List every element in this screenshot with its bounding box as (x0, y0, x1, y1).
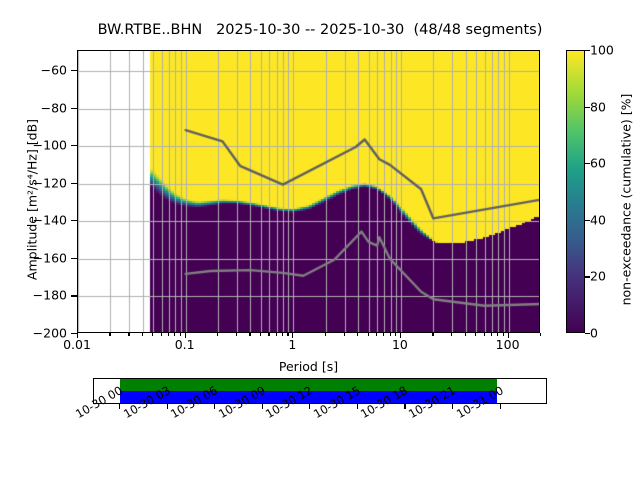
colorbar-tick-label: 0 (590, 325, 598, 341)
x-tick-mark-minor (141, 333, 143, 336)
y-tick-mark (71, 69, 77, 72)
x-tick-mark-minor (432, 333, 434, 336)
x-tick-mark-minor (502, 333, 504, 336)
ppsd-plot-area[interactable] (77, 50, 540, 333)
x-tick-mark-minor (464, 333, 466, 336)
y-tick-label: −100 (32, 137, 67, 153)
y-tick-label: −160 (32, 250, 67, 266)
colorbar-tick-mark (585, 276, 590, 278)
x-tick-mark-minor (179, 333, 181, 336)
x-tick-mark-minor (497, 333, 499, 336)
x-tick-mark-minor (451, 333, 453, 336)
x-tick-mark-minor (128, 333, 130, 336)
colorbar-tick-mark (585, 50, 590, 52)
x-tick-mark-minor (109, 333, 111, 336)
colorbar-tick-label: 20 (590, 268, 606, 284)
y-tick-label: −200 (32, 325, 67, 341)
x-tick-mark (77, 333, 79, 338)
colorbar-tick-mark (585, 219, 590, 221)
y-tick-label: −120 (32, 175, 67, 191)
x-tick-mark (184, 333, 186, 338)
x-tick-mark-minor (540, 333, 542, 336)
x-tick-mark-minor (483, 333, 485, 336)
x-tick-mark-minor (357, 333, 359, 336)
x-tick-mark-minor (259, 333, 262, 336)
y-tick-mark (71, 220, 77, 222)
colorbar-tick-label: 80 (590, 99, 606, 115)
y-tick-mark (71, 295, 77, 297)
x-tick-mark-minor (174, 333, 176, 336)
x-tick-mark-minor (475, 333, 477, 336)
x-tick-label: 0.01 (63, 337, 91, 352)
page-title: BW.RTBE..BHN 2025-10-30 -- 2025-10-30 (4… (97, 22, 543, 38)
x-tick-mark-minor (249, 333, 251, 336)
timeline-tick-mark (166, 404, 168, 409)
colorbar-tick-label: 60 (590, 155, 606, 171)
x-tick-mark-minor (167, 333, 170, 336)
x-tick-mark-minor (389, 333, 391, 336)
timeline-tick-mark (404, 404, 406, 409)
y-tick-label: −140 (32, 212, 67, 228)
data-coverage-blue (120, 391, 498, 403)
x-tick-mark-minor (395, 333, 397, 336)
x-tick-mark-minor (268, 333, 270, 336)
x-tick-mark-minor (324, 333, 326, 336)
colorbar-label: non-exceedance (cumulative) [%] (618, 93, 634, 306)
x-tick-mark-minor (275, 333, 277, 336)
timeline-tick-mark (452, 404, 454, 409)
colorbar-tick-label: 100 (590, 42, 614, 58)
timeline-tick-mark (214, 404, 216, 409)
y-tick-label: −180 (32, 287, 67, 303)
y-tick-mark (71, 107, 77, 109)
timeline-tick-mark (261, 404, 263, 409)
x-axis-label: Period [s] (278, 359, 339, 374)
timeline-tick-mark (309, 404, 311, 409)
y-tick-mark (71, 333, 77, 335)
data-coverage-timeline[interactable] (93, 378, 547, 404)
x-tick-mark-minor (490, 333, 493, 336)
x-tick-mark-minor (383, 333, 385, 336)
x-tick-label: 1 (288, 337, 297, 352)
x-tick-label: 100 (495, 337, 520, 352)
colorbar-tick-mark (585, 106, 590, 108)
ppsd-heatmap-canvas (78, 51, 539, 332)
x-tick-mark-minor (160, 333, 162, 336)
x-tick-mark-minor (281, 333, 284, 336)
timeline-tick-mark (356, 404, 359, 409)
colorbar[interactable] (566, 50, 585, 333)
y-tick-mark (71, 145, 77, 147)
data-coverage-green (120, 379, 498, 391)
x-tick-mark-minor (236, 333, 238, 336)
x-tick-mark (292, 333, 294, 338)
colorbar-tick-mark (585, 163, 590, 165)
x-tick-mark-minor (367, 333, 369, 336)
x-tick-mark (399, 333, 402, 338)
y-tick-label: −60 (40, 62, 67, 78)
x-tick-mark-minor (343, 333, 345, 336)
x-tick-mark-minor (217, 333, 219, 336)
x-tick-mark (507, 333, 509, 338)
y-tick-mark (71, 182, 77, 184)
y-tick-label: −80 (40, 100, 67, 115)
timeline-tick-mark (499, 404, 501, 409)
timeline-tick-mark (119, 404, 121, 409)
x-tick-label: 0.1 (174, 337, 195, 352)
colorbar-tick-mark (585, 333, 590, 335)
x-tick-mark-minor (287, 333, 289, 336)
colorbar-tick-label: 40 (590, 212, 606, 228)
y-tick-mark (71, 257, 77, 260)
x-tick-mark-minor (376, 333, 378, 336)
x-tick-mark-minor (152, 333, 154, 336)
x-tick-label: 10 (391, 337, 408, 352)
